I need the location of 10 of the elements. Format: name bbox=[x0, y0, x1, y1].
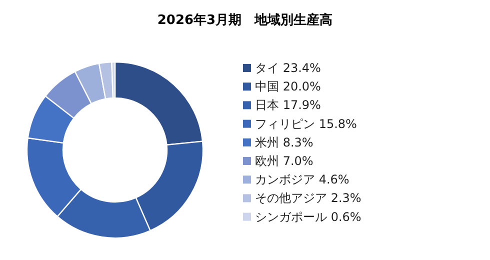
legend-label: タイ 23.4% bbox=[255, 61, 321, 75]
legend-label: その他アジア 2.3% bbox=[255, 191, 362, 206]
legend-label: カンボジア 4.6% bbox=[255, 172, 350, 187]
legend-label: 日本 17.9% bbox=[255, 98, 321, 112]
legend-label: フィリピン 15.8% bbox=[255, 116, 357, 131]
legend-label: シンガポール 0.6% bbox=[255, 210, 362, 224]
legend-label: 米州 8.3% bbox=[255, 135, 314, 150]
legend-label: 欧州 7.0% bbox=[255, 154, 314, 168]
legend-label: 中国 20.0% bbox=[255, 80, 321, 94]
chart-title: 2026年3月期 地域別生産高 bbox=[157, 12, 333, 28]
